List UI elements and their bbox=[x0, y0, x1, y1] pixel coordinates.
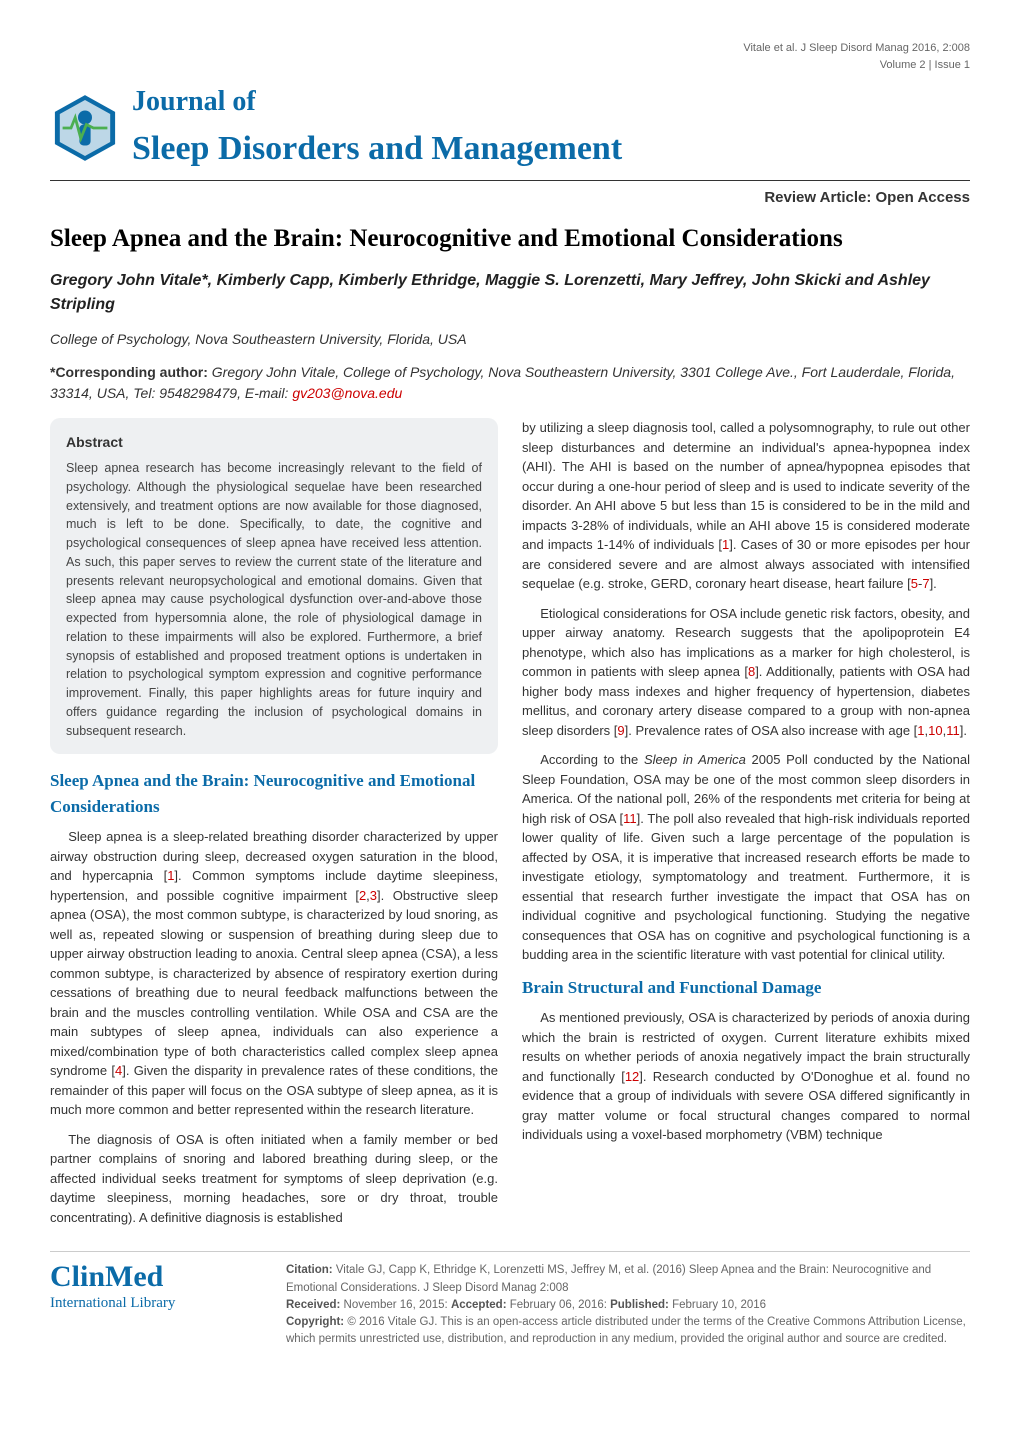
brain-heading: Brain Structural and Functional Damage bbox=[522, 975, 970, 1001]
right-body: by utilizing a sleep diagnosis tool, cal… bbox=[522, 418, 970, 965]
accepted-label: Accepted: bbox=[451, 1299, 507, 1311]
body-paragraph: The diagnosis of OSA is often initiated … bbox=[50, 1130, 498, 1228]
journal-header: Journal of Sleep Disorders and Managemen… bbox=[50, 81, 970, 174]
article-title: Sleep Apnea and the Brain: Neurocognitiv… bbox=[50, 220, 970, 258]
running-head: Vitale et al. J Sleep Disord Manag 2016,… bbox=[50, 40, 970, 57]
citation-label: Citation: bbox=[286, 1264, 333, 1276]
ref-link[interactable]: 9 bbox=[617, 723, 624, 738]
intro-heading: Sleep Apnea and the Brain: Neurocognitiv… bbox=[50, 768, 498, 819]
abstract-heading: Abstract bbox=[66, 432, 482, 453]
accepted-text: February 06, 2016: bbox=[507, 1299, 611, 1311]
abstract-text: Sleep apnea research has become increasi… bbox=[66, 459, 482, 740]
footer: ClinMed International Library Citation: … bbox=[50, 1251, 970, 1348]
published-text: February 10, 2016 bbox=[669, 1299, 766, 1311]
journal-name: Sleep Disorders and Management bbox=[132, 123, 970, 174]
divider bbox=[50, 180, 970, 181]
affiliation: College of Psychology, Nova Southeastern… bbox=[50, 329, 970, 350]
corresponding-label: *Corresponding author: bbox=[50, 364, 208, 380]
page: Vitale et al. J Sleep Disord Manag 2016,… bbox=[0, 0, 1020, 1379]
published-label: Published: bbox=[610, 1299, 669, 1311]
running-head-block: Vitale et al. J Sleep Disord Manag 2016,… bbox=[50, 40, 970, 73]
footer-text: Citation: Vitale GJ, Capp K, Ethridge K,… bbox=[286, 1262, 970, 1348]
ref-link[interactable]: 1 bbox=[917, 723, 924, 738]
journal-logo-icon bbox=[50, 93, 120, 163]
ref-link[interactable]: 3 bbox=[370, 888, 377, 903]
italic-text: Sleep in America bbox=[644, 752, 746, 767]
copyright-label: Copyright: bbox=[286, 1316, 344, 1328]
body-paragraph: As mentioned previously, OSA is characte… bbox=[522, 1008, 970, 1145]
clinmed-logo-block: ClinMed International Library bbox=[50, 1262, 270, 1315]
authors: Gregory John Vitale*, Kimberly Capp, Kim… bbox=[50, 269, 970, 317]
corresponding-email[interactable]: gv203@nova.edu bbox=[292, 385, 402, 401]
journal-of: Journal of bbox=[132, 81, 970, 123]
ref-link[interactable]: 11 bbox=[946, 723, 960, 738]
body-paragraph: Sleep apnea is a sleep-related breathing… bbox=[50, 827, 498, 1120]
clinmed-subtitle: International Library bbox=[50, 1292, 270, 1315]
abstract-box: Abstract Sleep apnea research has become… bbox=[50, 418, 498, 754]
ref-link[interactable]: 11 bbox=[623, 811, 637, 826]
brain-body: As mentioned previously, OSA is characte… bbox=[522, 1008, 970, 1145]
volume-issue: Volume 2 | Issue 1 bbox=[50, 57, 970, 74]
clinmed-logo: ClinMed bbox=[50, 1262, 270, 1292]
copyright-text: © 2016 Vitale GJ. This is an open-access… bbox=[286, 1316, 966, 1345]
left-column: Abstract Sleep apnea research has become… bbox=[50, 418, 498, 1237]
body-paragraph: by utilizing a sleep diagnosis tool, cal… bbox=[522, 418, 970, 594]
citation-text: Vitale GJ, Capp K, Ethridge K, Lorenzett… bbox=[286, 1264, 931, 1293]
body-paragraph: Etiological considerations for OSA inclu… bbox=[522, 604, 970, 741]
intro-body: Sleep apnea is a sleep-related breathing… bbox=[50, 827, 498, 1227]
corresponding-author: *Corresponding author: Gregory John Vita… bbox=[50, 362, 970, 404]
ref-link[interactable]: 12 bbox=[625, 1069, 639, 1084]
ref-link[interactable]: 5 bbox=[911, 576, 918, 591]
journal-title-block: Journal of Sleep Disorders and Managemen… bbox=[132, 81, 970, 174]
article-type: Review Article: Open Access bbox=[50, 187, 970, 210]
received-label: Received: bbox=[286, 1299, 340, 1311]
ref-link[interactable]: 10 bbox=[928, 723, 942, 738]
ref-link[interactable]: 7 bbox=[922, 576, 929, 591]
received-text: November 16, 2015: bbox=[340, 1299, 451, 1311]
right-column: by utilizing a sleep diagnosis tool, cal… bbox=[522, 418, 970, 1237]
body-paragraph: According to the Sleep in America 2005 P… bbox=[522, 750, 970, 965]
two-column-body: Abstract Sleep apnea research has become… bbox=[50, 418, 970, 1237]
